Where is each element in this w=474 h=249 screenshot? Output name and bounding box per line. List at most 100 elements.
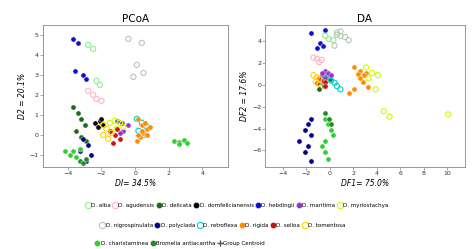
Point — [143, 125, 151, 129]
Point — [360, 73, 368, 77]
Point — [321, 28, 329, 32]
Point — [316, 82, 323, 86]
Point — [135, 133, 142, 137]
Point — [345, 38, 352, 42]
Point — [89, 47, 97, 51]
Point — [78, 135, 85, 139]
Point — [103, 127, 110, 131]
Point — [321, 80, 329, 84]
Point — [79, 73, 87, 77]
Point — [319, 76, 327, 80]
Point — [307, 159, 315, 163]
Point — [321, 75, 329, 79]
Point — [331, 44, 338, 48]
Point — [74, 41, 82, 45]
Point — [324, 122, 331, 126]
Point — [96, 83, 104, 87]
Point — [180, 138, 188, 142]
Point — [140, 71, 147, 75]
Point — [333, 31, 341, 35]
Point — [362, 65, 370, 69]
Point — [104, 137, 112, 141]
Y-axis label: D2 = 20.1%: D2 = 20.1% — [18, 73, 27, 119]
Point — [66, 153, 73, 157]
Point — [337, 34, 344, 38]
Point — [98, 99, 105, 103]
Title: DA: DA — [357, 14, 373, 24]
Point — [183, 141, 191, 145]
Point — [345, 91, 352, 95]
Point — [318, 74, 326, 78]
Point — [135, 129, 142, 133]
Point — [354, 72, 362, 76]
Point — [96, 119, 104, 123]
Point — [61, 149, 68, 153]
Point — [82, 77, 90, 81]
Point — [116, 137, 124, 141]
Point — [84, 43, 92, 47]
Point — [316, 76, 323, 80]
Point — [92, 79, 100, 83]
X-axis label: DI= 34.5%: DI= 34.5% — [115, 179, 155, 188]
Point — [331, 81, 338, 85]
Point — [333, 84, 341, 88]
Point — [337, 29, 344, 33]
Point — [119, 125, 127, 129]
Point — [141, 121, 149, 125]
Point — [296, 139, 303, 143]
Point — [317, 42, 324, 46]
Point — [374, 73, 382, 77]
Point — [129, 75, 137, 79]
Point — [133, 117, 141, 121]
Point — [341, 35, 349, 39]
Point — [175, 140, 182, 144]
Point — [307, 31, 315, 35]
Point — [318, 144, 326, 148]
Point — [138, 123, 146, 127]
Point — [321, 80, 329, 84]
Point — [380, 109, 388, 113]
Legend: D. nigrospinulata, D. polyclada, D. retroflexa, D. rigida, D. selioa, D. tomento: D. nigrospinulata, D. polyclada, D. retr… — [100, 223, 346, 228]
Point — [143, 127, 151, 131]
Point — [84, 89, 92, 93]
Point — [321, 84, 329, 88]
Point — [138, 129, 146, 133]
Point — [116, 131, 124, 135]
Point — [321, 150, 329, 154]
Point — [365, 76, 372, 80]
Point — [316, 77, 323, 81]
Point — [320, 73, 328, 77]
Point — [359, 80, 366, 84]
Point — [356, 76, 364, 80]
Point — [316, 60, 323, 64]
Point — [76, 147, 83, 151]
Point — [321, 76, 329, 80]
Point — [324, 71, 331, 75]
Point — [327, 122, 335, 126]
Point — [140, 133, 147, 137]
Point — [310, 73, 317, 77]
Point — [92, 97, 100, 101]
Point — [119, 129, 127, 133]
Point — [76, 149, 83, 153]
Point — [329, 38, 337, 42]
Point — [327, 73, 335, 77]
Point — [368, 71, 376, 75]
Point — [106, 129, 114, 133]
Point — [313, 75, 321, 79]
Point — [318, 71, 326, 75]
Point — [91, 121, 99, 125]
Point — [140, 131, 147, 135]
Point — [100, 133, 107, 137]
Point — [146, 125, 154, 129]
Point — [321, 69, 329, 73]
Point — [313, 81, 321, 85]
Point — [82, 159, 90, 163]
Point — [170, 139, 178, 143]
Point — [74, 111, 82, 115]
Point — [76, 159, 83, 163]
Point — [113, 127, 120, 131]
Point — [321, 139, 329, 143]
Point — [79, 137, 87, 141]
Point — [316, 87, 323, 91]
